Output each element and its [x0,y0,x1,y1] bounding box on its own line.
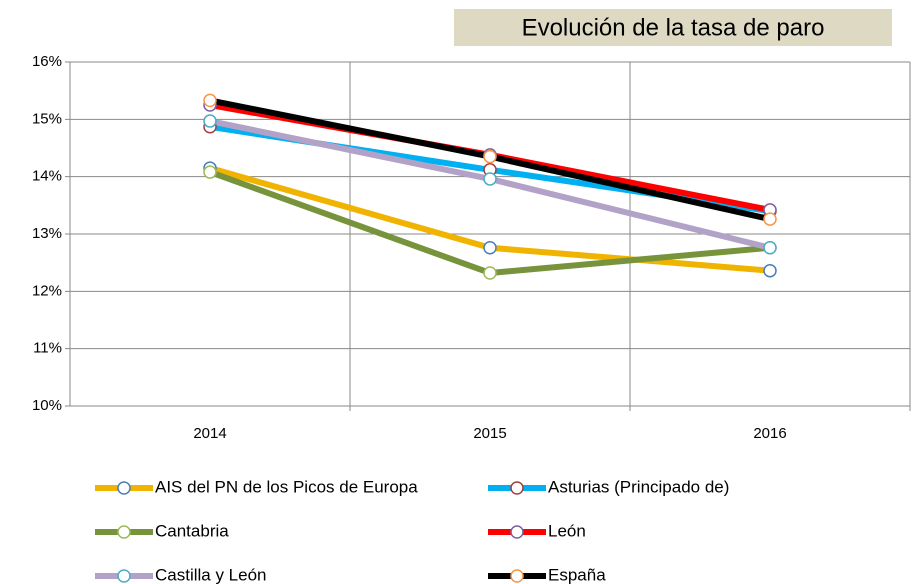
legend-marker [117,569,131,583]
y-tick-label: 13% [32,225,62,242]
marker [763,241,777,255]
legend-label: AIS del PN de los Picos de Europa [155,477,418,496]
y-tick-label: 16% [32,53,62,70]
marker [203,114,217,128]
legend-marker [117,525,131,539]
x-tick-label: 2016 [753,425,786,442]
chart-title: Evolución de la tasa de paro [522,14,825,41]
marker [483,241,497,255]
legend-label: España [548,565,606,584]
legend-marker [510,481,524,495]
legend-marker [510,525,524,539]
y-tick-label: 11% [33,340,62,357]
y-tick-label: 12% [32,282,62,299]
series-line [208,169,771,276]
marker [203,165,217,179]
legend-label: Castilla y León [155,565,267,584]
legend-marker [117,481,131,495]
marker [763,212,777,226]
y-tick-label: 14% [32,168,62,185]
legend-marker [510,569,524,583]
legend-label: Asturias (Principado de) [548,477,729,496]
marker [483,172,497,186]
y-tick-label: 15% [32,110,62,127]
legend-label: León [548,521,586,540]
title-box [454,9,892,46]
legend-label: Cantabria [155,521,229,540]
marker [483,149,497,164]
marker [763,263,777,278]
x-tick-label: 2014 [193,425,226,442]
marker [203,93,217,108]
x-tick-label: 2015 [473,425,506,442]
marker [483,266,497,280]
y-tick-label: 10% [32,397,62,414]
